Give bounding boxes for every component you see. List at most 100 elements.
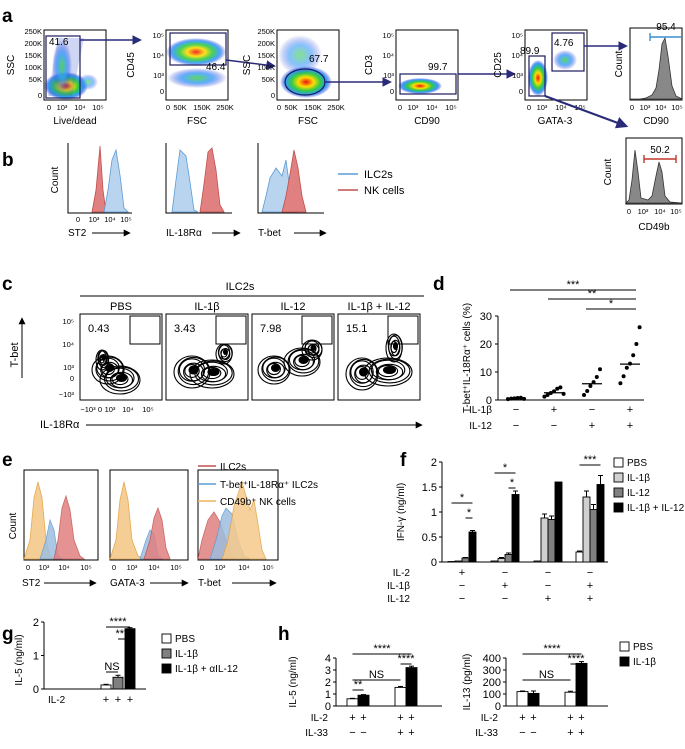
x-tick: 10³	[537, 103, 548, 112]
bar	[564, 691, 577, 707]
panel-a-plot-cd25-gata3: 89.9 4.76 10⁵ 10⁴ 10³ 0 0 10³ 10⁴ 10⁵ GA…	[493, 29, 588, 127]
contour-line	[111, 372, 129, 386]
panel-a-plot-live-dead: 41.6 250K 200K 150K 100K 50K 0 0 10³ 10⁴…	[6, 27, 107, 127]
x-tick: 10³	[127, 563, 138, 572]
x-axis-label: IL-18Rα	[166, 228, 202, 239]
x-tick: 10⁵	[262, 563, 273, 572]
il12-condition: +	[589, 420, 595, 432]
panel-d-scatter: 0 10 20 30 T-bet⁺IL-18Rα⁺ cells (%) − − + − − + + + I…	[462, 279, 644, 432]
gate-value: 4.76	[554, 38, 574, 49]
y-tick: 0	[160, 87, 164, 96]
gate-value: 46.4	[206, 62, 226, 73]
y-tick: 10³	[153, 71, 164, 80]
condition-sign: +	[519, 712, 525, 724]
bar	[490, 560, 499, 563]
y-axis-label: CD45	[126, 52, 137, 78]
contour-line	[345, 357, 379, 391]
y-tick: 200K	[24, 39, 42, 48]
condition-sign: +	[408, 712, 414, 724]
x-tick: 0	[112, 563, 116, 572]
legend-label: PBS	[175, 634, 195, 645]
x-tick: 0	[166, 103, 170, 112]
contour-line	[355, 366, 369, 380]
y-axis-label: CD25	[493, 52, 504, 78]
condition-sign: +	[360, 712, 366, 724]
y-tick-label: 10	[480, 367, 492, 379]
gate-arrow	[544, 95, 629, 129]
x-axis-label: FSC	[298, 116, 318, 127]
condition-sign: +	[349, 712, 355, 724]
x-tick: 10⁵	[170, 563, 181, 572]
condition-sign: +	[502, 580, 508, 592]
x-tick: 10³	[215, 563, 226, 572]
significance-label: ***	[584, 454, 598, 466]
gate-value: 50.2	[650, 145, 670, 156]
y-tick: −10³	[59, 390, 75, 399]
contour-line	[270, 363, 281, 373]
y-axis-label: Count	[614, 50, 625, 77]
x-tick: 150K	[193, 103, 211, 112]
x-tick: 0	[200, 563, 204, 572]
condition-sign: −	[587, 567, 593, 579]
y-tick: 10⁵	[63, 317, 74, 326]
panel-b-hist-st2: 0 10³ 10⁴ 10⁵ ST2	[67, 143, 132, 239]
panel-label-f: f	[400, 450, 407, 471]
bar	[461, 557, 470, 563]
y-axis-label: IL-5 (ng/ml)	[14, 634, 25, 685]
panel-label-a: a	[2, 6, 13, 27]
y-tick: 0	[38, 91, 42, 100]
data-point	[637, 325, 642, 330]
legend-label: IL-1β	[175, 649, 198, 660]
legend-label: T-bet⁺IL-18Rα⁺ ILC2s	[220, 480, 318, 491]
x-axis-label: CD90	[643, 116, 669, 127]
y-axis-label: Count	[8, 512, 19, 539]
condition-sign: +	[103, 694, 109, 706]
panel-e-hist-tbet: 0 10³ 10⁴ 10⁵ T-bet	[197, 469, 279, 589]
x-tick: 50K	[284, 103, 297, 112]
x-tick: 10⁵	[445, 103, 456, 112]
gate-box	[129, 315, 161, 345]
condition-sign: +	[530, 712, 536, 724]
data-point	[545, 392, 550, 397]
x-axis-label: GATA-3	[538, 116, 573, 127]
gate-box	[387, 315, 419, 345]
row-label: IL-2	[311, 713, 329, 724]
y-axis-label: SSC	[6, 55, 17, 76]
x-tick: 0	[627, 207, 631, 216]
x-tick: 10³	[640, 103, 651, 112]
y-tick-label: 30	[480, 311, 492, 323]
x-tick: 10⁴	[74, 103, 86, 112]
bar	[100, 684, 112, 690]
data-point	[598, 367, 602, 372]
y-tick: 10⁴	[511, 51, 523, 60]
bar	[394, 686, 407, 707]
condition-sign: −	[360, 727, 366, 739]
contour-line	[95, 349, 109, 371]
x-axis-label: T-bet	[258, 228, 281, 239]
condition-sign: +	[587, 580, 593, 592]
condition-sign: +	[397, 727, 403, 739]
bar	[547, 519, 556, 563]
legend-label: ILC2s	[364, 169, 393, 181]
x-axis-label: ST2	[68, 228, 87, 239]
x-tick: 10⁵	[142, 405, 153, 414]
y-tick: 10³	[512, 71, 523, 80]
x-tick: 10⁵	[574, 103, 585, 112]
y-tick-label: 2	[325, 677, 331, 689]
gate-value: 3.43	[174, 323, 195, 335]
x-tick: 150K	[304, 103, 322, 112]
x-tick: 10⁴	[58, 563, 70, 572]
il12-condition: −	[513, 420, 519, 432]
gate-value: 99.7	[428, 62, 448, 73]
x-tick: 10⁴	[104, 215, 116, 224]
significance-label: *	[467, 507, 472, 519]
condition-sign: +	[587, 593, 593, 605]
x-tick: 0	[277, 103, 281, 112]
gate-value: 41.6	[49, 37, 69, 48]
panel-e-hist-gata3: 0 10³ 10⁴ 10⁵ GATA-3	[109, 469, 189, 589]
y-axis-label: Count	[50, 166, 61, 193]
bar	[575, 662, 588, 707]
significance-label: ****	[115, 628, 133, 640]
contour-line	[103, 366, 140, 392]
